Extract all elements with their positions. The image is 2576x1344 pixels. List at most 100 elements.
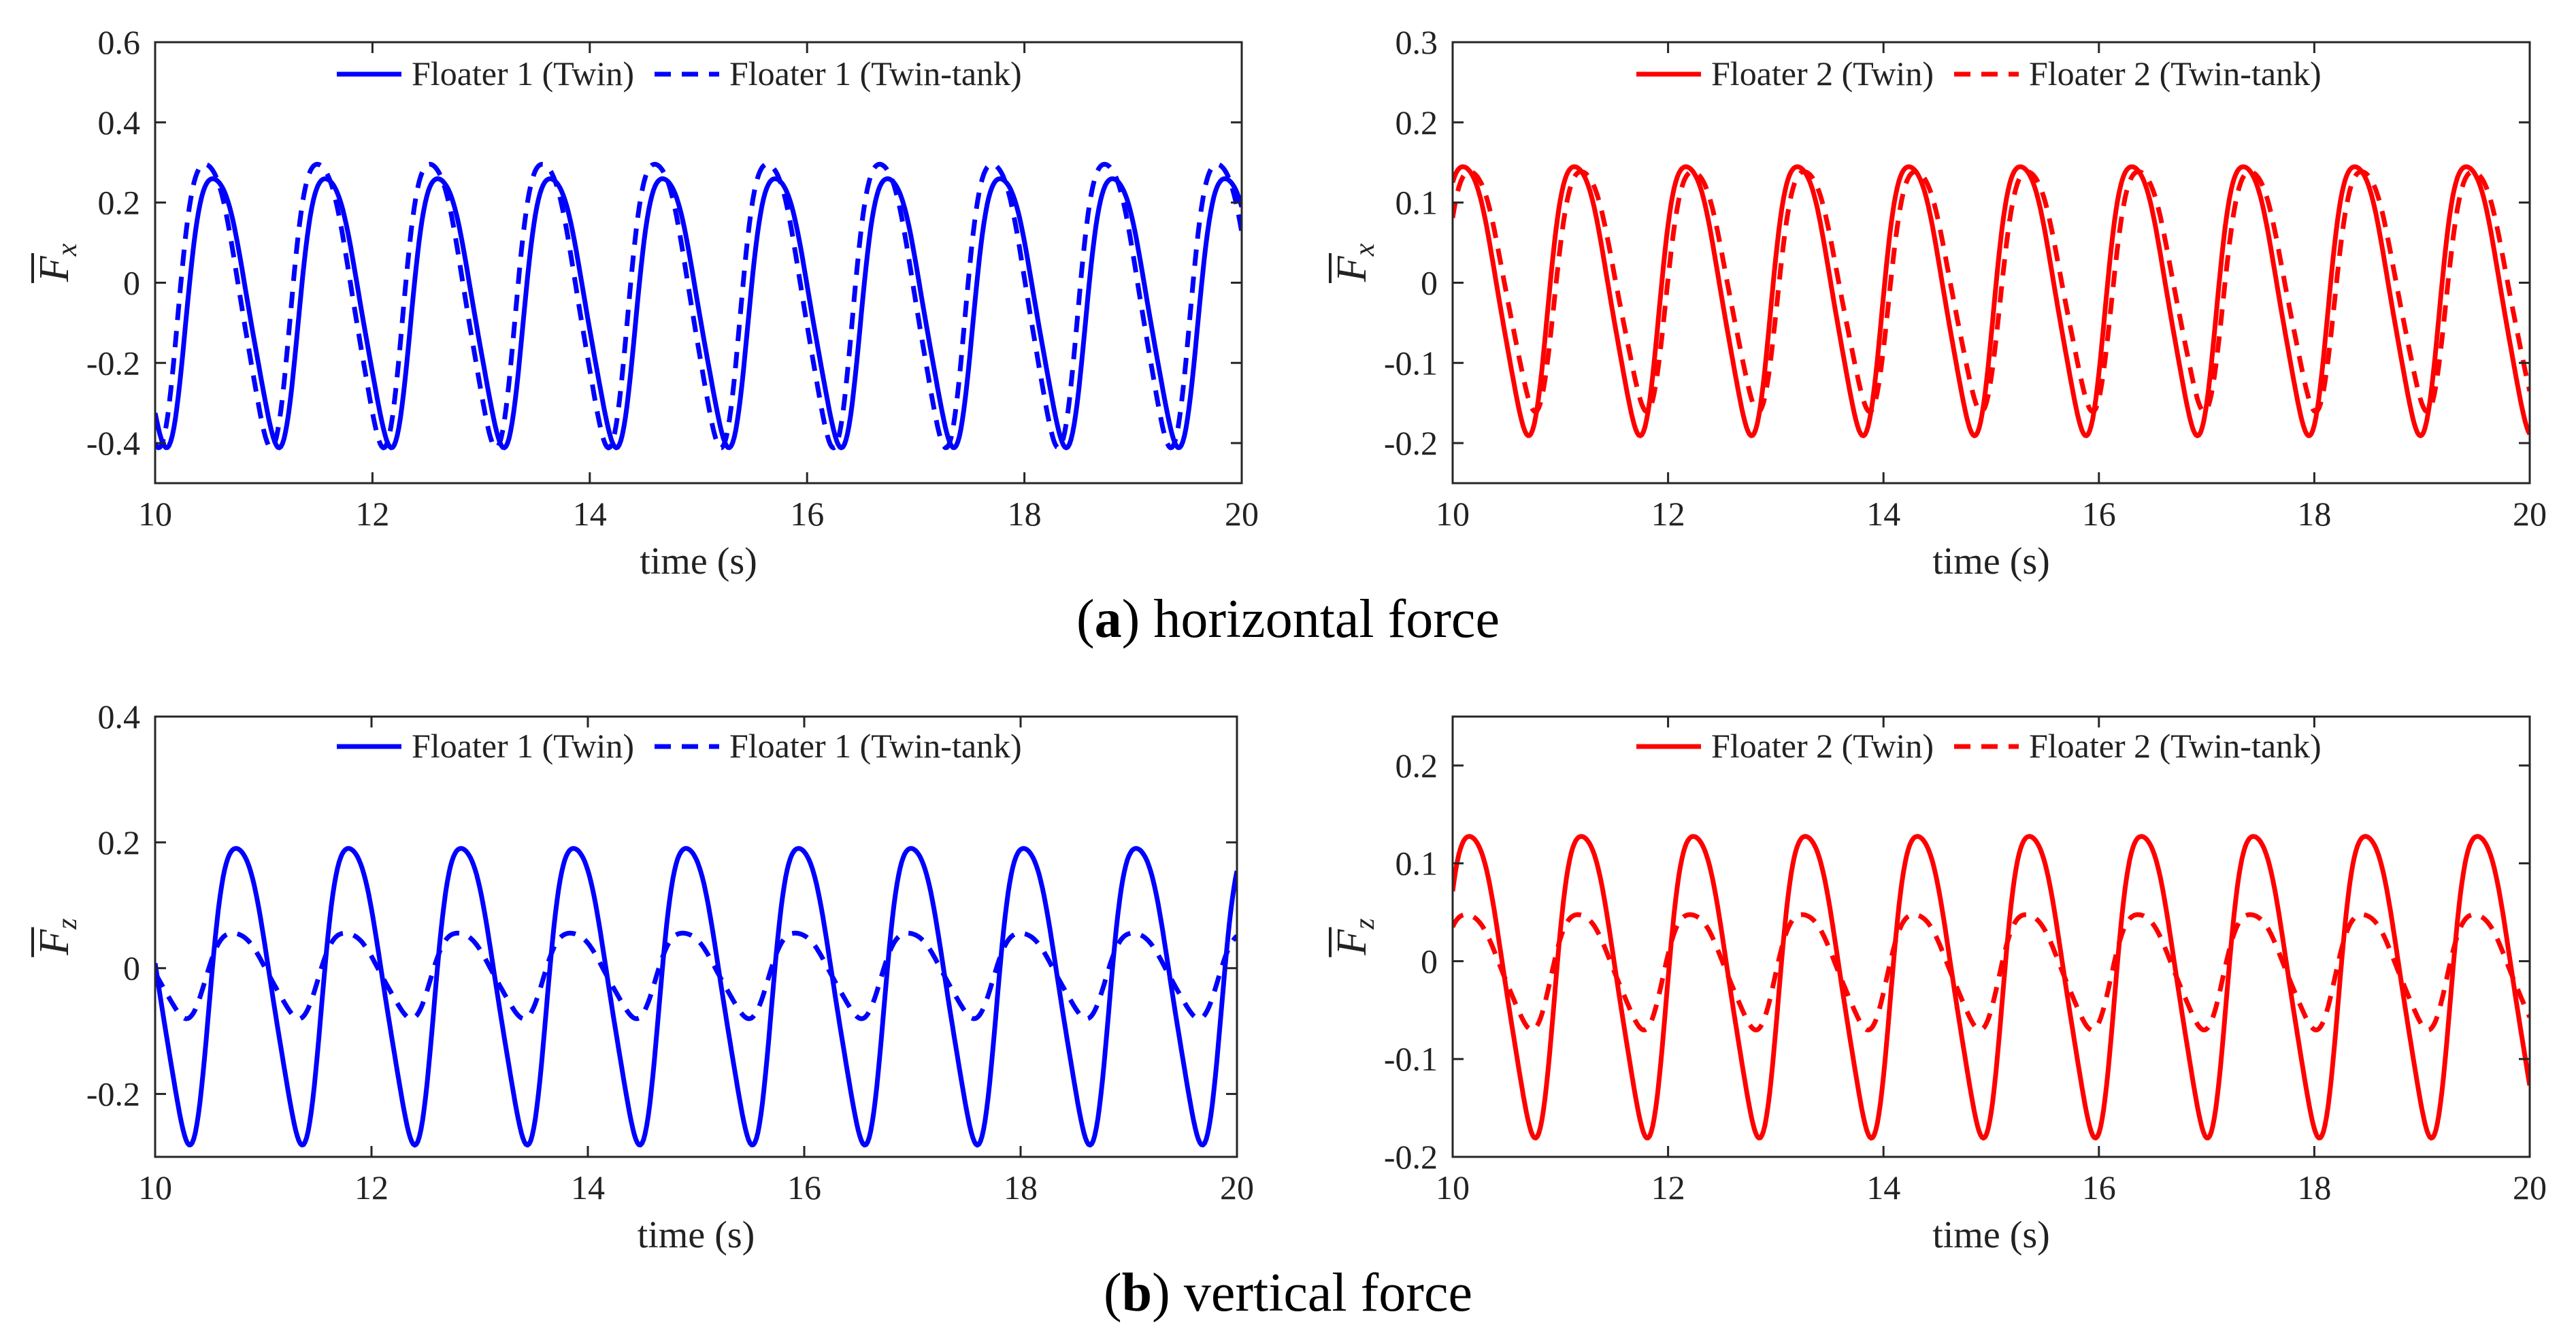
- y-axis-symbol: F: [31, 255, 78, 282]
- series-line-2: [155, 161, 1242, 450]
- y-tick-label: 0.1: [1396, 845, 1438, 883]
- y-tick-label: -0.2: [1384, 1138, 1438, 1176]
- x-tick-label: 18: [2297, 1168, 2331, 1207]
- plot-frame: [1451, 41, 2531, 485]
- y-tick-label: 0: [123, 263, 140, 301]
- svg-text:Fz: Fz: [31, 918, 83, 955]
- y-axis-label: Fx: [1329, 243, 1381, 283]
- y-tick-label: 0.1: [1396, 184, 1438, 222]
- y-axis-subscript: z: [1349, 918, 1381, 930]
- legend: Floater 2 (Twin) Floater 2 (Twin-tank): [1636, 727, 2322, 765]
- series-line-2: [1453, 169, 2530, 414]
- y-tick-label: 0.4: [98, 103, 141, 142]
- y-axis-subscript: x: [1349, 243, 1381, 257]
- plot-frame: [154, 715, 1238, 1158]
- x-tick-label: 12: [1651, 1168, 1685, 1207]
- svg-text:Fx: Fx: [1329, 243, 1381, 282]
- x-axis-label: time (s): [1932, 1214, 2050, 1256]
- x-tick-label: 14: [1866, 495, 1900, 533]
- legend-label: Floater 1 (Twin): [412, 727, 634, 765]
- legend-label: Floater 1 (Twin): [412, 54, 634, 93]
- x-tick-label: 20: [2513, 1168, 2547, 1207]
- y-tick-label: 0.3: [1396, 23, 1438, 61]
- series-line-2: [155, 930, 1237, 1021]
- legend: Floater 1 (Twin) Floater 1 (Twin-tank): [337, 54, 1022, 93]
- caption-a-text: horizontal force: [1153, 589, 1500, 649]
- x-tick-label: 10: [1436, 495, 1470, 533]
- caption-b: (b) vertical force: [1104, 1263, 1472, 1323]
- plot-frame: [154, 41, 1243, 485]
- y-tick-label: -0.1: [1384, 1040, 1438, 1078]
- y-axis-label: Fx: [31, 243, 83, 283]
- x-tick-label: 14: [573, 495, 607, 533]
- x-axis-label: time (s): [638, 1214, 755, 1256]
- x-tick-label: 10: [1436, 1168, 1470, 1207]
- y-axis-symbol: F: [31, 929, 78, 956]
- caption-b-text: vertical force: [1183, 1263, 1472, 1323]
- y-tick-label: 0.6: [98, 23, 141, 61]
- caption-b-letter: b: [1121, 1263, 1153, 1323]
- x-tick-label: 14: [571, 1168, 605, 1207]
- x-axis-label: time (s): [640, 540, 757, 583]
- series-line-1: [155, 846, 1237, 1148]
- x-tick-label: 20: [1220, 1168, 1254, 1207]
- y-tick-label: 0.4: [98, 698, 141, 736]
- y-axis-subscript: x: [52, 243, 83, 257]
- series-line-2: [1453, 912, 2530, 1033]
- series-line-1: [1453, 834, 2530, 1141]
- y-tick-label: -0.2: [86, 344, 140, 382]
- y-axis-label: Fz: [31, 918, 83, 957]
- y-tick-label: 0: [1421, 263, 1438, 301]
- x-tick-label: 18: [1004, 1168, 1038, 1207]
- x-tick-label: 10: [138, 495, 172, 533]
- y-axis-label: Fz: [1329, 918, 1381, 957]
- y-tick-label: 0.2: [1396, 103, 1438, 142]
- x-tick-label: 12: [1651, 495, 1685, 533]
- x-tick-label: 12: [355, 495, 389, 533]
- legend-label: Floater 2 (Twin): [1711, 727, 1934, 765]
- svg-text:Fz: Fz: [1329, 918, 1381, 955]
- x-axis-label: time (s): [1932, 540, 2050, 583]
- plot-frame: [1451, 715, 2531, 1158]
- legend-label: Floater 2 (Twin-tank): [2029, 54, 2322, 93]
- legend-label: Floater 2 (Twin-tank): [2029, 727, 2322, 765]
- y-axis-subscript: z: [52, 918, 83, 930]
- caption-a: (a) horizontal force: [1076, 589, 1500, 649]
- legend: Floater 1 (Twin) Floater 1 (Twin-tank): [337, 727, 1022, 765]
- legend-label: Floater 1 (Twin-tank): [729, 727, 1022, 765]
- x-tick-label: 18: [2297, 495, 2331, 533]
- y-tick-label: 0: [1421, 942, 1438, 980]
- x-tick-label: 16: [787, 1168, 821, 1207]
- x-tick-label: 16: [2082, 1168, 2116, 1207]
- legend-label: Floater 1 (Twin-tank): [729, 54, 1022, 93]
- x-tick-label: 16: [790, 495, 824, 533]
- caption-a-letter: a: [1094, 589, 1122, 649]
- legend: Floater 2 (Twin) Floater 2 (Twin-tank): [1636, 54, 2322, 93]
- x-tick-label: 20: [2513, 495, 2547, 533]
- series-line-1: [1453, 164, 2530, 438]
- x-tick-label: 18: [1008, 495, 1042, 533]
- y-tick-label: -0.2: [1384, 424, 1438, 462]
- y-tick-label: 0: [123, 949, 140, 987]
- y-tick-label: -0.1: [1384, 344, 1438, 382]
- y-tick-label: 0.2: [98, 184, 141, 222]
- x-tick-label: 10: [138, 1168, 172, 1207]
- y-tick-label: -0.2: [86, 1075, 140, 1113]
- series-line-1: [155, 176, 1242, 450]
- legend-label: Floater 2 (Twin): [1711, 54, 1934, 93]
- y-tick-label: 0.2: [98, 823, 141, 862]
- y-axis-symbol: F: [1329, 255, 1375, 282]
- y-tick-label: 0.2: [1396, 747, 1438, 785]
- y-axis-symbol: F: [1329, 929, 1375, 956]
- svg-text:Fx: Fx: [31, 243, 83, 282]
- x-tick-label: 20: [1225, 495, 1259, 533]
- y-tick-label: -0.4: [86, 424, 140, 462]
- x-tick-label: 16: [2082, 495, 2116, 533]
- x-tick-label: 12: [354, 1168, 389, 1207]
- x-tick-label: 14: [1866, 1168, 1900, 1207]
